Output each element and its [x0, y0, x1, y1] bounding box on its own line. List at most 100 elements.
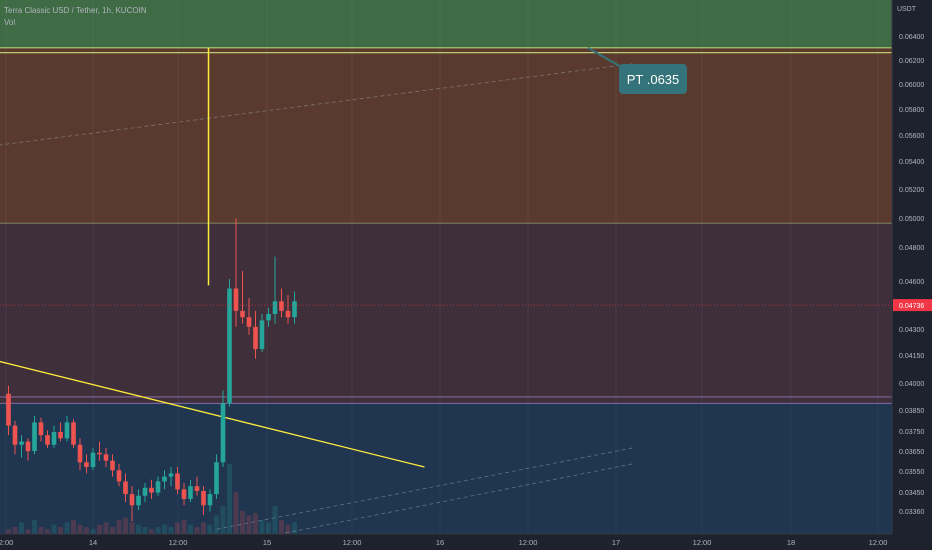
price-tick-label: 0.03650	[899, 449, 924, 456]
volume-bar	[110, 527, 115, 534]
candle-body	[78, 445, 83, 463]
volume-bar	[156, 527, 161, 534]
volume-bar	[149, 529, 154, 534]
price-tick-label: 0.05800	[899, 107, 924, 114]
price-tick-label: 0.03360	[899, 509, 924, 516]
candle-body	[32, 422, 37, 451]
price-tick-label: 0.05600	[899, 133, 924, 140]
time-tick-label: 12:00	[519, 538, 538, 547]
price-zones	[0, 0, 892, 534]
candle	[71, 419, 76, 448]
volume-bar	[104, 522, 109, 534]
time-tick-label: 17	[612, 538, 620, 547]
volume-bar	[45, 529, 50, 534]
price-tick-label: 0.03550	[899, 469, 924, 476]
candle-body	[156, 481, 161, 492]
candle-body	[130, 494, 135, 505]
volume-legend[interactable]: Vol	[4, 18, 15, 27]
candle-body	[221, 403, 226, 462]
volume-bar	[143, 527, 148, 534]
candle-body	[110, 461, 115, 471]
volume-bar	[182, 520, 187, 534]
volume-bar	[26, 529, 31, 534]
volume-bar	[227, 464, 232, 534]
candle-body	[273, 301, 278, 314]
candle-body	[182, 489, 187, 499]
volume-bar	[58, 527, 63, 534]
candle-body	[104, 454, 109, 460]
candle-body	[117, 470, 122, 481]
candle-body	[195, 486, 200, 491]
volume-bar	[279, 520, 284, 534]
volume-bar	[6, 529, 11, 534]
candle-body	[162, 477, 167, 482]
volume-bar	[19, 522, 24, 534]
price-tick-label: 0.03850	[899, 408, 924, 415]
candle-body	[292, 301, 297, 317]
zone-1	[0, 48, 892, 223]
candle-body	[71, 422, 76, 444]
volume-bar	[162, 525, 167, 534]
zone-3	[0, 403, 892, 534]
volume-bar	[117, 520, 122, 534]
candle-body	[227, 289, 232, 404]
price-tick-label: 0.04150	[899, 353, 924, 360]
candle-body	[26, 442, 31, 452]
time-tick-label: 15	[263, 538, 271, 547]
price-tick-label: 0.05200	[899, 187, 924, 194]
candle-body	[13, 426, 18, 445]
volume-bar	[169, 527, 174, 534]
volume-bar	[273, 506, 278, 534]
candle-body	[136, 496, 141, 506]
candle-body	[208, 494, 213, 505]
candle-body	[19, 442, 24, 445]
time-tick-label: 12:00	[169, 538, 188, 547]
price-tick-label: 0.04300	[899, 327, 924, 334]
time-tick-label: 12:00	[693, 538, 712, 547]
candle-body	[266, 314, 271, 320]
candle-body	[175, 473, 180, 489]
volume-bar	[13, 527, 18, 534]
volume-bar	[247, 515, 252, 534]
symbol-legend[interactable]: Terra Classic USD / Tether, 1h, KUCOIN	[4, 6, 147, 15]
time-tick-label: 14	[89, 538, 97, 547]
candle-body	[45, 435, 50, 445]
volume-bar	[240, 511, 245, 534]
zone-2	[0, 223, 892, 403]
volume-bar	[32, 520, 37, 534]
candle-body	[214, 462, 219, 494]
candle-body	[286, 311, 291, 317]
volume-bar	[234, 492, 239, 534]
price-tick-label: 0.04600	[899, 279, 924, 286]
candle	[227, 279, 232, 407]
candle-body	[149, 488, 154, 493]
volume-bar	[97, 525, 102, 534]
candle-body	[201, 491, 206, 505]
callout-text: PT .0635	[627, 72, 680, 87]
price-tick-label: 0.03450	[899, 490, 924, 497]
candle-body	[240, 311, 245, 317]
volume-bar	[253, 513, 258, 534]
price-tick-label: 0.05000	[899, 216, 924, 223]
volume-bar	[214, 515, 219, 534]
volume-bar	[175, 522, 180, 534]
time-tick-label: 12:00	[343, 538, 362, 547]
price-tick-label: 0.04000	[899, 381, 924, 388]
volume-bar	[188, 525, 193, 534]
candle-body	[6, 394, 11, 426]
candle-body	[279, 301, 284, 311]
price-tick-label: 0.05400	[899, 159, 924, 166]
price-tick-label: 0.04800	[899, 245, 924, 252]
volume-bar	[71, 520, 76, 534]
candle-body	[97, 453, 102, 455]
time-tick-label: 18	[787, 538, 795, 547]
candle-body	[260, 320, 265, 349]
time-tick-label: 16	[436, 538, 444, 547]
volume-bar	[65, 522, 70, 534]
candle-body	[234, 289, 239, 311]
volume-bar	[221, 506, 226, 534]
candle-body	[169, 473, 174, 476]
candle-body	[143, 488, 148, 496]
volume-bar	[208, 525, 213, 534]
